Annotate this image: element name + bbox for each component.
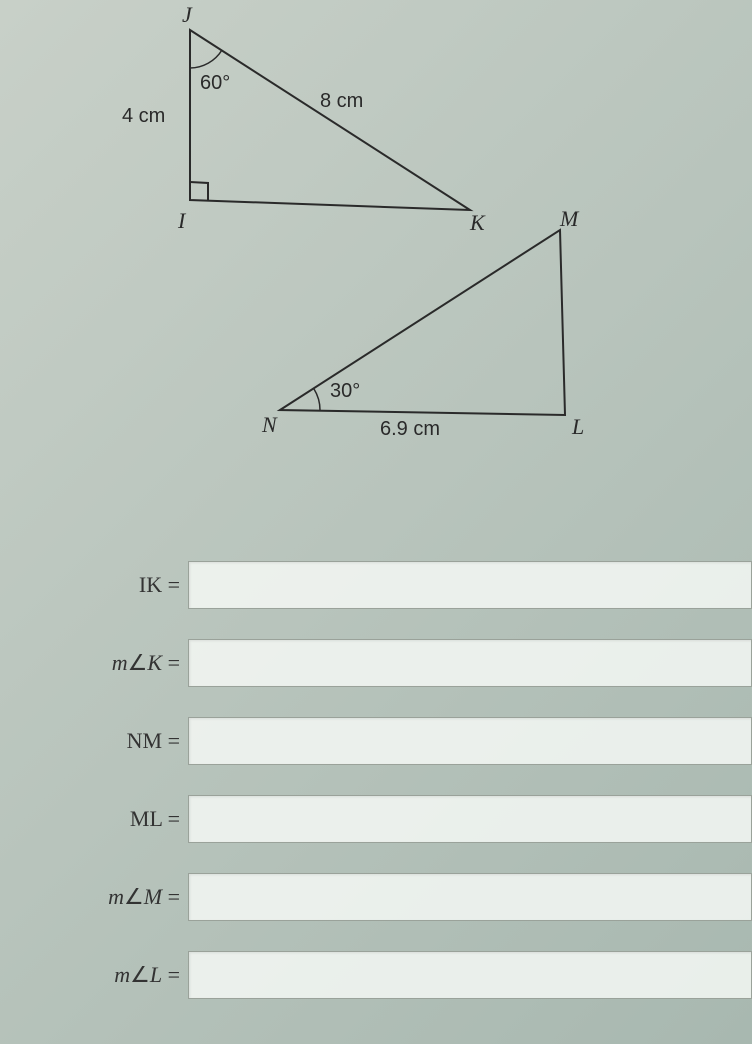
input-nm[interactable] xyxy=(188,717,752,765)
diagram-area: J I K 4 cm 8 cm 60° N M L 6.9 cm 30° xyxy=(0,0,752,500)
vertex-i: I xyxy=(178,208,185,234)
side-ji-label: 4 cm xyxy=(122,105,165,128)
label-nm: NM = xyxy=(60,728,188,754)
row-mL: m∠L = xyxy=(60,950,752,1000)
vertex-l: L xyxy=(572,414,584,440)
vertex-n: N xyxy=(262,412,277,438)
triangles-svg xyxy=(0,0,752,520)
label-ml: ML = xyxy=(60,806,188,832)
label-mk: m∠K = xyxy=(60,650,188,676)
label-mm: m∠M = xyxy=(60,884,188,910)
angle-j-label: 60° xyxy=(200,72,230,95)
input-mk[interactable] xyxy=(188,639,752,687)
right-angle-marker xyxy=(190,182,208,200)
vertex-j: J xyxy=(182,2,192,28)
side-nl-label: 6.9 cm xyxy=(380,418,440,441)
input-ik[interactable] xyxy=(188,561,752,609)
row-mm: m∠M = xyxy=(60,872,752,922)
angle-n-label: 30° xyxy=(330,380,360,403)
input-mm[interactable] xyxy=(188,873,752,921)
row-ml: ML = xyxy=(60,794,752,844)
side-jk-label: 8 cm xyxy=(320,90,363,113)
row-ik: IK = xyxy=(60,560,752,610)
label-mL: m∠L = xyxy=(60,962,188,988)
angle-n-arc xyxy=(314,389,320,410)
row-mk: m∠K = xyxy=(60,638,752,688)
input-ml[interactable] xyxy=(188,795,752,843)
input-mL[interactable] xyxy=(188,951,752,999)
vertex-k: K xyxy=(470,210,485,236)
label-ik: IK = xyxy=(60,572,188,598)
triangle-nml xyxy=(280,230,565,415)
triangle-jik xyxy=(190,30,470,210)
answer-section: IK = m∠K = NM = ML = m∠M = m∠L = xyxy=(60,560,752,1028)
row-nm: NM = xyxy=(60,716,752,766)
angle-j-arc xyxy=(190,50,222,68)
vertex-m: M xyxy=(560,206,578,232)
